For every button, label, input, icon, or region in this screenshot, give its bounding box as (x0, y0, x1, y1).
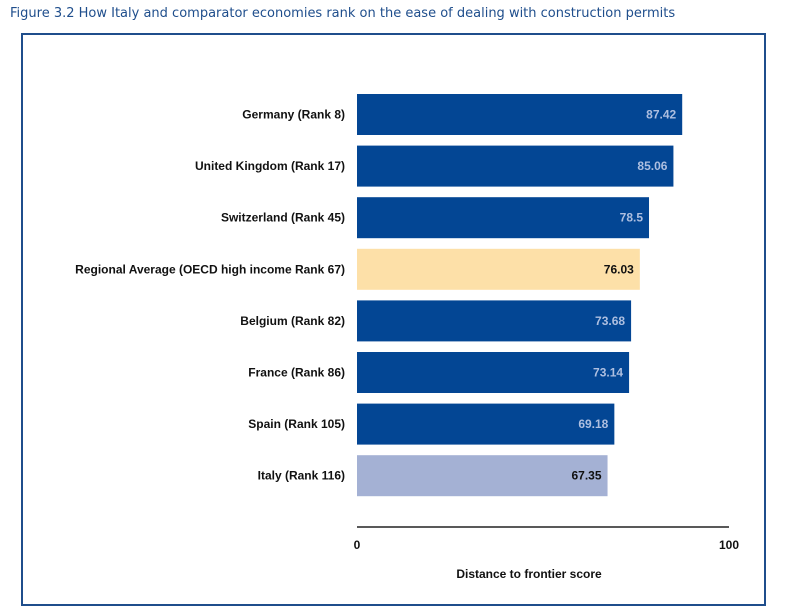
value-label-5: 73.14 (593, 366, 623, 380)
bar-6 (357, 403, 615, 445)
value-label-2: 78.5 (620, 211, 644, 225)
bar-1 (357, 145, 674, 187)
value-label-4: 73.68 (595, 314, 625, 328)
category-label-2: Switzerland (Rank 45) (221, 211, 345, 225)
category-label-3: Regional Average (OECD high income Rank … (75, 262, 345, 276)
bar-0 (357, 94, 683, 135)
category-label-1: United Kingdom (Rank 17) (195, 159, 345, 173)
x-tick-label-min: 0 (354, 538, 361, 552)
value-labels-group: 87.42 85.06 78.5 76.03 73.68 73.14 69.18 67.35 (572, 108, 677, 483)
bar-2 (357, 197, 650, 239)
value-label-6: 69.18 (578, 417, 608, 431)
bars-group (357, 94, 683, 497)
category-label-7: Italy (Rank 116) (258, 469, 345, 483)
category-labels-group: Germany (Rank 8) United Kingdom (Rank 17)… (75, 108, 345, 483)
bar-5 (357, 352, 630, 393)
category-label-6: Spain (Rank 105) (248, 417, 345, 431)
value-label-1: 85.06 (637, 159, 667, 173)
figure-title: Figure 3.2 How Italy and comparator econ… (10, 6, 676, 21)
value-label-0: 87.42 (646, 108, 676, 122)
chart-frame (21, 33, 766, 606)
x-tick-label-max: 100 (719, 538, 739, 552)
category-label-0: Germany (Rank 8) (242, 108, 345, 122)
value-label-3: 76.03 (604, 262, 634, 276)
category-label-4: Belgium (Rank 82) (240, 314, 345, 328)
category-label-5: France (Rank 86) (248, 366, 345, 380)
bar-4 (357, 300, 632, 342)
x-axis-title: Distance to frontier score (456, 567, 602, 581)
value-label-7: 67.35 (572, 469, 602, 483)
bar-7 (357, 455, 608, 497)
bar-3 (357, 248, 640, 290)
